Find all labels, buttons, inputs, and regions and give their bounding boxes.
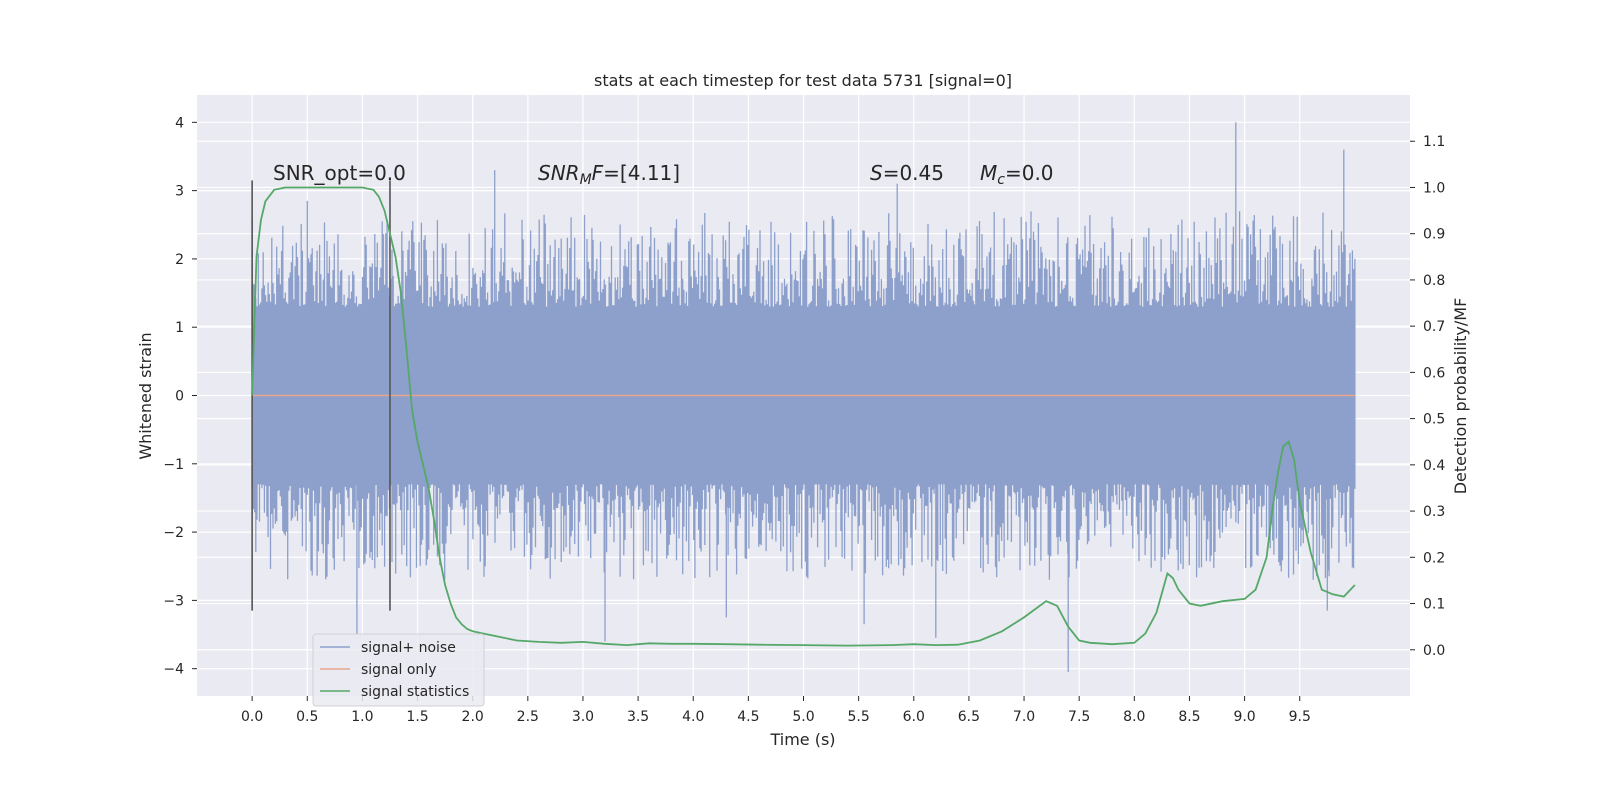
x-tick-label: 0.5 xyxy=(296,709,318,725)
right-y-tick-label: 0.1 xyxy=(1423,597,1445,613)
x-tick-label: 3.5 xyxy=(627,709,649,725)
right-y-tick-labels: 1.1 1.0 0.9 0.8 0.7 0.6 0.5 0.4 0.3 0.2 0.1 0.0 xyxy=(1410,134,1445,659)
legend-label-signal-plus-noise: signal+ noise xyxy=(361,640,456,656)
right-y-axis-label: Detection probability/MF xyxy=(1451,298,1470,495)
x-tick-label: 2.0 xyxy=(462,709,484,725)
right-y-tick-label: 0.7 xyxy=(1423,319,1445,335)
x-tick-label: 1.5 xyxy=(406,709,428,725)
annotation-s: S=0.45 xyxy=(870,161,944,185)
legend-label-signal-only: signal only xyxy=(361,662,436,678)
right-y-tick-label: 0.3 xyxy=(1423,504,1445,520)
right-y-tick-label: 0.0 xyxy=(1423,643,1445,659)
right-y-tick-label: 0.8 xyxy=(1423,273,1445,289)
series-signal-statistics xyxy=(251,186,1356,647)
x-tick-label: 7.0 xyxy=(1013,709,1035,725)
annotation-mc-symbol: M xyxy=(980,161,997,185)
x-tick-label: 4.5 xyxy=(737,709,759,725)
x-tick-label: 9.5 xyxy=(1289,709,1311,725)
y-tick-label: −2 xyxy=(163,525,184,541)
annotation-mc-value: =0.0 xyxy=(1005,161,1054,185)
right-y-tick-label: 0.6 xyxy=(1423,365,1445,381)
x-tick-label: 8.5 xyxy=(1178,709,1200,725)
right-y-tick-label: 1.0 xyxy=(1423,180,1445,196)
annotation-mc-subscript: c xyxy=(997,172,1005,188)
annotation-mc: Mc=0.0 xyxy=(980,161,1054,188)
right-y-tick-label: 1.1 xyxy=(1423,134,1445,150)
right-y-tick-label: 0.4 xyxy=(1423,458,1445,474)
x-tick-label: 1.0 xyxy=(351,709,373,725)
y-tick-label: 1 xyxy=(175,320,184,336)
x-axis-label: Time (s) xyxy=(769,730,835,749)
x-tick-label: 0.0 xyxy=(241,709,263,725)
annotation-s-symbol: S xyxy=(870,161,883,185)
y-tick-label: 0 xyxy=(175,389,184,405)
legend-box xyxy=(312,633,485,707)
y-tick-label: −4 xyxy=(163,662,184,678)
x-tick-label: 6.0 xyxy=(903,709,925,725)
y-tick-label: 4 xyxy=(175,115,184,131)
y-axis-label: Whitened strain xyxy=(136,332,155,459)
annotation-s-value: =0.45 xyxy=(883,161,944,185)
y-tick-labels: 4 3 2 1 0 −1 −2 −3 −4 xyxy=(163,115,197,678)
x-tick-label: 7.5 xyxy=(1068,709,1090,725)
right-y-tick-label: 0.5 xyxy=(1423,412,1445,428)
x-tick-label: 3.0 xyxy=(572,709,594,725)
x-tick-label: 9.0 xyxy=(1233,709,1255,725)
annotation-snr-mf-symbol: SNR xyxy=(538,161,580,185)
x-tick-label: 4.0 xyxy=(682,709,704,725)
annotation-snr-mf-subscript: M xyxy=(580,172,592,188)
y-tick-label: −1 xyxy=(163,457,184,473)
right-y-tick-label: 0.9 xyxy=(1423,227,1445,243)
right-y-tick-label: 0.2 xyxy=(1423,550,1445,566)
chart-title: stats at each timestep for test data 573… xyxy=(594,71,1012,90)
x-tick-label: 8.0 xyxy=(1123,709,1145,725)
x-tick-label: 6.5 xyxy=(958,709,980,725)
annotation-snr-mf-value: =[4.11] xyxy=(603,161,680,185)
y-tick-label: 2 xyxy=(175,252,184,268)
legend-label-signal-statistics: signal statistics xyxy=(361,684,469,700)
x-tick-label: 5.5 xyxy=(848,709,870,725)
annotation-snr-mf: SNRMF=[4.11] xyxy=(538,161,680,188)
x-tick-label: 2.5 xyxy=(517,709,539,725)
x-tick-labels: 0.0 0.5 1.0 1.5 2.0 2.5 3.0 3.5 4.0 4.5 5.0 5.5 6.0 6… xyxy=(241,696,1311,725)
x-tick-label: 5.0 xyxy=(792,709,814,725)
y-tick-label: −3 xyxy=(163,593,184,609)
annotation-snr-mf-f: F xyxy=(592,161,604,185)
legend: signal+ noise signal only signal statist… xyxy=(312,633,485,707)
annotation-snr-opt: SNR_opt=0.0 xyxy=(273,161,406,185)
y-tick-label: 3 xyxy=(175,184,184,200)
